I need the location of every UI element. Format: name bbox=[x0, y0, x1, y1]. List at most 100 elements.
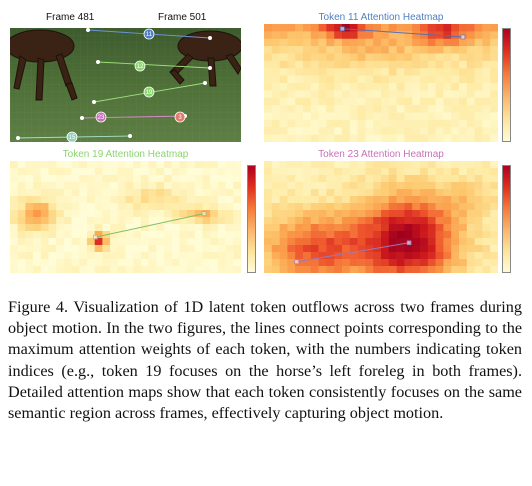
heatmap-cell bbox=[225, 203, 234, 211]
heatmap-cell bbox=[303, 245, 312, 253]
heatmap-cell bbox=[264, 75, 273, 84]
heatmap-cell bbox=[443, 245, 452, 253]
heatmap-cell bbox=[342, 238, 351, 246]
heatmap-cell bbox=[326, 182, 335, 190]
heatmap-cell bbox=[420, 182, 429, 190]
heatmap-cell bbox=[48, 266, 57, 273]
heatmap-cell bbox=[271, 210, 280, 218]
heatmap-cell bbox=[482, 53, 491, 62]
heatmap-cell bbox=[171, 189, 180, 197]
heatmap-cell bbox=[396, 112, 405, 121]
heatmap-cell bbox=[334, 83, 343, 91]
heatmap-cell bbox=[102, 259, 111, 267]
heatmap-cell bbox=[279, 231, 288, 239]
heatmap-cell bbox=[381, 53, 390, 62]
heatmap-cell bbox=[264, 224, 273, 232]
heatmap-cell bbox=[133, 196, 142, 204]
heatmap-cell bbox=[334, 196, 343, 204]
heatmap-cell bbox=[326, 238, 335, 246]
heatmap-cell bbox=[303, 217, 312, 225]
heatmap-cell bbox=[264, 266, 273, 273]
heatmap-cell bbox=[373, 83, 382, 91]
heatmap-cell bbox=[310, 68, 319, 76]
heatmap-cell bbox=[217, 196, 226, 204]
heatmap-cell bbox=[295, 97, 304, 106]
heatmap-cell bbox=[264, 175, 273, 183]
heatmap-cell bbox=[396, 68, 405, 76]
heatmap-cell bbox=[287, 161, 296, 169]
heatmap-cell bbox=[217, 217, 226, 225]
heatmap-cell bbox=[117, 245, 126, 253]
heatmap-cell bbox=[233, 161, 241, 169]
heatmap-cell bbox=[396, 60, 405, 69]
heatmap-cell bbox=[202, 196, 211, 204]
heatmap-cell bbox=[10, 196, 18, 204]
svg-text:11: 11 bbox=[146, 32, 153, 38]
heatmap-cell bbox=[482, 224, 491, 232]
heatmap-cell bbox=[210, 245, 219, 253]
heatmap-cell bbox=[482, 196, 491, 204]
heatmap-cell bbox=[412, 60, 421, 69]
heatmap-cell bbox=[117, 203, 126, 211]
heatmap-cell bbox=[451, 68, 460, 76]
heatmap-cell bbox=[451, 75, 460, 84]
heatmap-cell bbox=[443, 161, 452, 169]
horse-frames-image: 11 12 19 23 3 15 bbox=[10, 28, 241, 142]
heatmap-cell bbox=[225, 196, 234, 204]
heatmap-cell bbox=[396, 175, 405, 183]
heatmap-cell bbox=[396, 24, 405, 32]
heatmap-cell bbox=[202, 266, 211, 273]
heatmap-cell bbox=[466, 259, 475, 267]
heatmap-cell bbox=[164, 210, 172, 218]
heatmap-cell bbox=[303, 127, 312, 135]
heatmap-cell bbox=[357, 252, 366, 260]
heatmap-19-grid bbox=[10, 161, 241, 273]
heatmap-cell bbox=[318, 175, 327, 183]
heatmap-cell bbox=[102, 245, 111, 253]
heatmap-cell bbox=[349, 161, 358, 169]
heatmap-cell bbox=[396, 53, 405, 62]
heatmap-cell bbox=[365, 252, 374, 260]
heatmap-cell bbox=[381, 134, 390, 142]
heatmap-cell bbox=[187, 224, 196, 232]
heatmap-cell bbox=[202, 203, 211, 211]
heatmap-cell bbox=[342, 105, 351, 113]
heatmap-cell bbox=[210, 238, 219, 246]
heatmap-cell bbox=[63, 266, 72, 273]
heatmap-cell bbox=[349, 105, 358, 113]
heatmap-11-colorbar bbox=[502, 28, 511, 142]
heatmap-cell bbox=[287, 210, 296, 218]
heatmap-cell bbox=[490, 210, 498, 218]
heatmap-cell bbox=[87, 224, 95, 232]
heatmap-cell bbox=[334, 46, 343, 54]
heatmap-cell bbox=[17, 210, 26, 218]
heatmap-cell bbox=[365, 75, 374, 84]
heatmap-cell bbox=[466, 203, 475, 211]
heatmap-cell bbox=[271, 252, 280, 260]
heatmap-cell bbox=[365, 112, 374, 121]
heatmap-cell bbox=[187, 182, 196, 190]
heatmap-cell bbox=[310, 31, 319, 40]
heatmap-cell bbox=[388, 161, 397, 169]
heatmap-cell bbox=[33, 217, 42, 225]
heatmap-cell bbox=[10, 224, 18, 232]
heatmap-cell bbox=[459, 168, 468, 176]
heatmap-cell bbox=[303, 134, 312, 142]
heatmap-cell bbox=[466, 210, 475, 218]
heatmap-cell bbox=[295, 189, 304, 197]
heatmap-cell bbox=[435, 24, 444, 32]
heatmap-cell bbox=[156, 217, 165, 225]
heatmap-cell bbox=[420, 203, 429, 211]
heatmap-cell bbox=[102, 203, 111, 211]
heatmap-cell bbox=[303, 75, 312, 84]
heatmap-cell bbox=[365, 196, 374, 204]
heatmap-cell bbox=[474, 161, 483, 169]
heatmap-cell bbox=[357, 68, 366, 76]
heatmap-cell bbox=[342, 231, 351, 239]
heatmap-cell bbox=[279, 31, 288, 40]
heatmap-cell bbox=[342, 266, 351, 273]
heatmap-cell bbox=[295, 266, 304, 273]
heatmap-cell bbox=[404, 97, 413, 106]
heatmap-cell bbox=[210, 161, 219, 169]
heatmap-cell bbox=[233, 252, 241, 260]
